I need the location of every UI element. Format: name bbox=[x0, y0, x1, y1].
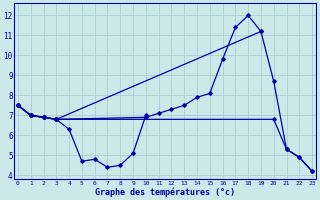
X-axis label: Graphe des températures (°c): Graphe des températures (°c) bbox=[95, 187, 235, 197]
